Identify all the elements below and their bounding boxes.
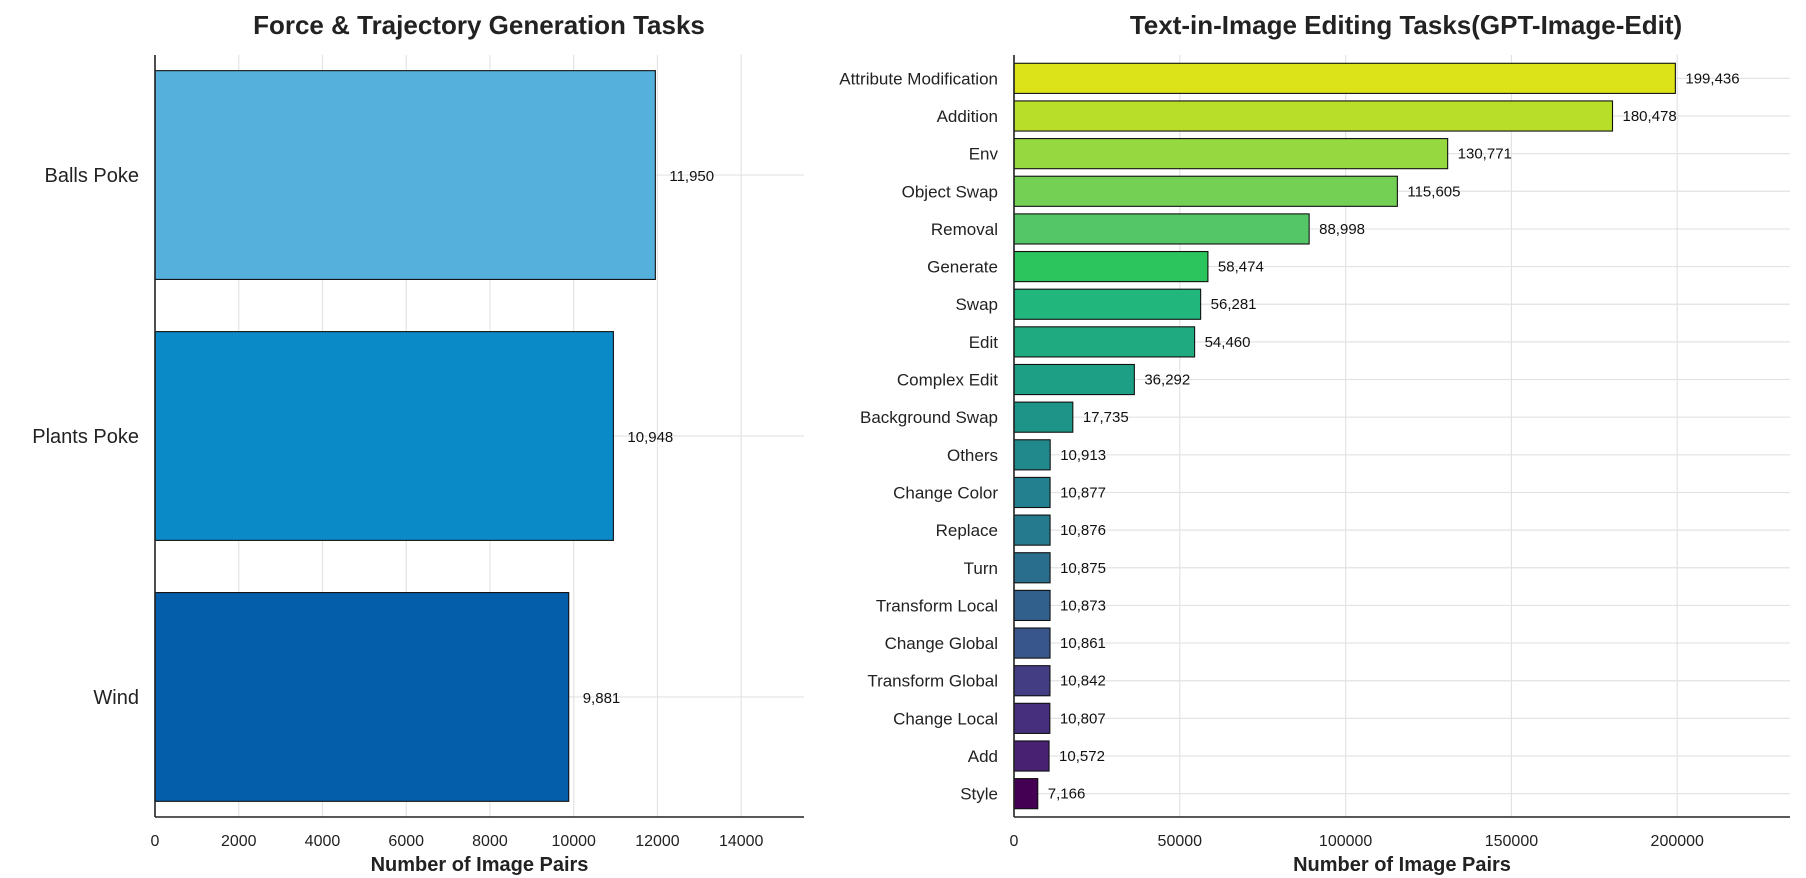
chart2-bar-swap	[1013, 288, 1202, 320]
chart2-category-label: Add	[968, 747, 998, 766]
chart2-category-label: Complex Edit	[897, 371, 998, 390]
chart1-title: Force & Trajectory Generation Tasks	[253, 10, 705, 40]
chart1-x-tick-label: 2000	[221, 833, 257, 850]
chart1-x-tick-label: 12000	[635, 833, 680, 850]
chart1-bar-balls-poke	[154, 70, 656, 280]
chart2-category-label: Transform Local	[876, 596, 998, 615]
chart2-x-tick-label: 50000	[1158, 833, 1203, 850]
chart2-x-tick-label: 200000	[1651, 833, 1704, 850]
chart2-bar-others	[1013, 439, 1051, 471]
chart2-category-label: Removal	[931, 220, 998, 239]
chart1-bar-plants-poke	[154, 331, 614, 541]
chart2-bar-change-color	[1013, 476, 1051, 509]
chart2-value-label: 56,281	[1211, 296, 1257, 313]
chart1-x-tick-label: 6000	[388, 833, 424, 850]
chart2-value-label: 17,735	[1083, 409, 1129, 426]
chart2-value-label: 54,460	[1205, 334, 1251, 351]
chart2-value-label: 88,998	[1319, 221, 1365, 238]
chart2-bar-style	[1013, 778, 1039, 810]
chart2-bar-add	[1013, 740, 1050, 772]
chart2-bar-generate	[1013, 250, 1209, 283]
chart2-value-label: 10,875	[1060, 560, 1106, 577]
chart2-value-label: 7,166	[1048, 786, 1086, 803]
chart2-title: Text-in-Image Editing Tasks(GPT-Image-Ed…	[1130, 10, 1682, 40]
chart2-value-label: 10,842	[1060, 673, 1106, 690]
chart2-bar-turn	[1013, 552, 1051, 584]
chart2-bar-env	[1013, 138, 1449, 170]
chart2-value-label: 130,771	[1458, 146, 1512, 163]
chart2-category-label: Others	[947, 446, 998, 465]
chart2-x-tick-label: 100000	[1319, 833, 1372, 850]
chart2-value-label: 10,861	[1060, 635, 1106, 652]
chart2-bar-background-swap	[1013, 401, 1074, 433]
chart2-bar-object-swap	[1013, 175, 1398, 207]
chart1-category-label: Wind	[93, 687, 139, 709]
chart2-value-label: 10,572	[1059, 748, 1105, 765]
chart2-category-label: Change Local	[893, 709, 998, 728]
chart2-value-label: 10,873	[1060, 597, 1106, 614]
chart2-bar-change-global	[1013, 627, 1051, 659]
chart2-category-label: Background Swap	[860, 408, 998, 427]
chart2-bar-removal	[1013, 213, 1310, 245]
chart2-x-tick-label: 0	[1010, 833, 1019, 850]
chart2-bar-attribute-modification	[1013, 62, 1676, 94]
chart2-category-label: Addition	[937, 107, 998, 126]
chart2-x-axis-label: Number of Image Pairs	[1293, 854, 1511, 876]
chart1-value-label: 11,950	[669, 168, 714, 185]
chart2-category-label: Edit	[969, 333, 999, 352]
chart2-value-label: 58,474	[1218, 259, 1264, 276]
chart1-x-tick-label: 14000	[719, 833, 764, 850]
chart1-category-label: Plants Poke	[32, 426, 139, 448]
chart2-bar-transform-global	[1013, 665, 1051, 697]
chart2-value-label: 10,876	[1060, 522, 1106, 539]
chart2-category-label: Attribute Modification	[839, 69, 998, 88]
chart2-category-label: Style	[960, 785, 998, 804]
chart2-bar-replace	[1013, 514, 1051, 546]
chart2-category-label: Change Color	[893, 483, 998, 502]
chart1-bar-wind	[154, 592, 570, 802]
chart2-value-label: 10,913	[1060, 447, 1106, 464]
chart2-category-label: Change Global	[885, 634, 998, 653]
chart2-category-label: Swap	[955, 295, 998, 314]
chart2-value-label: 36,292	[1144, 372, 1190, 389]
chart2-bar-transform-local	[1013, 589, 1051, 622]
chart1-value-label: 9,881	[583, 690, 621, 707]
chart2-value-label: 199,436	[1685, 70, 1739, 87]
chart1-x-tick-label: 4000	[305, 833, 341, 850]
chart2-bar-change-local	[1013, 702, 1051, 734]
chart1-x-tick-label: 10000	[551, 833, 596, 850]
chart1-x-tick-label: 8000	[472, 833, 508, 850]
chart2-category-label: Object Swap	[902, 182, 998, 201]
chart1-value-label: 10,948	[627, 429, 673, 446]
chart2-value-label: 10,877	[1060, 484, 1106, 501]
chart1-category-label: Balls Poke	[45, 165, 140, 187]
chart2-category-label: Generate	[927, 258, 998, 277]
chart2-value-label: 180,478	[1623, 108, 1677, 125]
chart2-value-label: 10,807	[1060, 710, 1106, 727]
chart1-x-axis-label: Number of Image Pairs	[371, 854, 589, 876]
chart2-category-label: Turn	[964, 559, 998, 578]
chart2-category-label: Replace	[936, 521, 998, 540]
chart2-value-label: 115,605	[1407, 183, 1460, 200]
chart1-x-tick-label: 0	[151, 833, 160, 850]
chart2-category-label: Env	[969, 145, 999, 164]
chart2-bar-addition	[1013, 100, 1614, 132]
chart2-bar-edit	[1013, 326, 1196, 358]
chart2-bar-complex-edit	[1013, 363, 1135, 396]
chart2-x-tick-label: 150000	[1485, 833, 1538, 850]
chart2-category-label: Transform Global	[867, 672, 998, 691]
